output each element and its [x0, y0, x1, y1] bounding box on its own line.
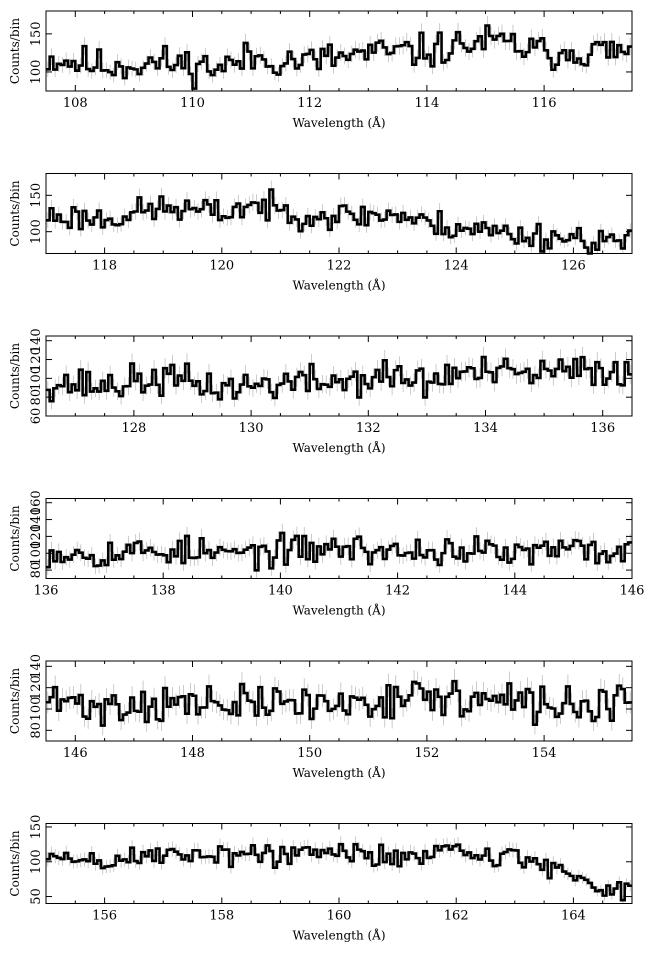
- spectrum-line: [46, 842, 632, 902]
- x-axis-label: Wavelength (Å): [292, 440, 385, 455]
- y-tick-label: 150: [29, 815, 44, 840]
- y-axis-label: Counts/bin: [8, 18, 22, 84]
- y-tick-label: 120: [29, 347, 44, 372]
- x-axis-label: Wavelength (Å): [292, 765, 385, 780]
- x-tick-label: 142: [385, 584, 410, 599]
- x-tick-label: 130: [239, 421, 264, 436]
- x-tick-label: 146: [620, 584, 645, 599]
- x-tick-label: 158: [209, 909, 234, 924]
- x-tick-label: 120: [209, 259, 234, 274]
- x-tick-label: 144: [502, 584, 527, 599]
- y-tick-label: 80: [29, 389, 44, 406]
- x-tick-label: 150: [297, 746, 322, 761]
- y-axis-label: Counts/bin: [8, 830, 22, 896]
- x-tick-label: 116: [532, 96, 557, 111]
- x-tick-label: 164: [561, 909, 586, 924]
- x-tick-label: 152: [414, 746, 439, 761]
- y-tick-label: 150: [29, 183, 44, 208]
- x-tick-label: 126: [561, 259, 586, 274]
- y-tick-label: 160: [29, 490, 44, 515]
- spectrum-panel-4: 136 138 140 142 144 14680100120140160Waveleng…: [8, 490, 644, 617]
- spectrum-line: [46, 355, 632, 403]
- x-tick-label: 112: [297, 96, 322, 111]
- y-axis-label: Counts/bin: [8, 505, 22, 571]
- y-tick-label: 140: [29, 507, 44, 532]
- y-tick-label: 120: [29, 524, 44, 549]
- x-tick-label: 156: [92, 909, 117, 924]
- y-tick-label: 60: [29, 408, 44, 425]
- spectrum-line: [46, 24, 632, 90]
- spectrum-panel-1: 108 110 112 114 116 100 150 Wavelength (Å) Count…: [8, 10, 633, 130]
- x-tick-label: 122: [327, 259, 352, 274]
- y-tick-label: 120: [29, 675, 44, 700]
- x-tick-label: 160: [327, 909, 352, 924]
- y-tick-label: 100: [29, 541, 44, 566]
- x-axis-label: Wavelength (Å): [292, 115, 385, 130]
- y-tick-label: 100: [29, 697, 44, 722]
- y-axis-label: Counts/bin: [8, 668, 22, 734]
- x-tick-label: 110: [180, 96, 205, 111]
- plot-frame: [45, 498, 633, 579]
- x-tick-label: 136: [590, 421, 615, 436]
- x-tick-label: 146: [63, 746, 88, 761]
- x-tick-label: 154: [532, 746, 557, 761]
- spectrum-panel-2: 118 120 122 124 126 100 150 Wavelength (Å) Count…: [8, 173, 633, 293]
- x-tick-label: 136: [34, 584, 59, 599]
- x-axis-label: Wavelength (Å): [292, 928, 385, 943]
- x-tick-label: 118: [92, 259, 117, 274]
- y-tick-label: 100: [29, 366, 44, 391]
- spectrum-line: [46, 188, 632, 255]
- y-axis-label: Counts/bin: [8, 343, 22, 409]
- y-tick-label: 100: [29, 849, 44, 874]
- y-tick-label: 150: [29, 21, 44, 46]
- x-tick-label: 162: [444, 909, 469, 924]
- x-tick-label: 124: [444, 259, 469, 274]
- y-tick-label: 50: [29, 888, 44, 905]
- x-axis-label: Wavelength (Å): [292, 278, 385, 293]
- x-tick-label: 132: [356, 421, 381, 436]
- spectrum-line: [46, 679, 632, 727]
- y-tick-label: 140: [29, 328, 44, 353]
- y-axis-label: Counts/bin: [8, 180, 22, 246]
- x-tick-label: 138: [151, 584, 176, 599]
- y-tick-label: 140: [29, 654, 44, 679]
- x-tick-label: 140: [268, 584, 293, 599]
- spectrum-panel-6: 156 158 160 162 164 50 100 150 Wavelength (Å) Cou…: [8, 815, 633, 943]
- x-axis-label: Wavelength (Å): [292, 603, 385, 618]
- x-tick-label: 128: [121, 421, 146, 436]
- x-tick-label: 148: [180, 746, 205, 761]
- spectrum-line: [46, 531, 632, 572]
- x-tick-label: 114: [414, 96, 439, 111]
- y-tick-label: 100: [29, 219, 44, 244]
- y-tick-label: 100: [29, 60, 44, 85]
- x-tick-label: 134: [473, 421, 498, 436]
- y-tick-label: 80: [29, 722, 44, 739]
- x-tick-label: 108: [63, 96, 88, 111]
- y-tick-label: 80: [29, 562, 44, 579]
